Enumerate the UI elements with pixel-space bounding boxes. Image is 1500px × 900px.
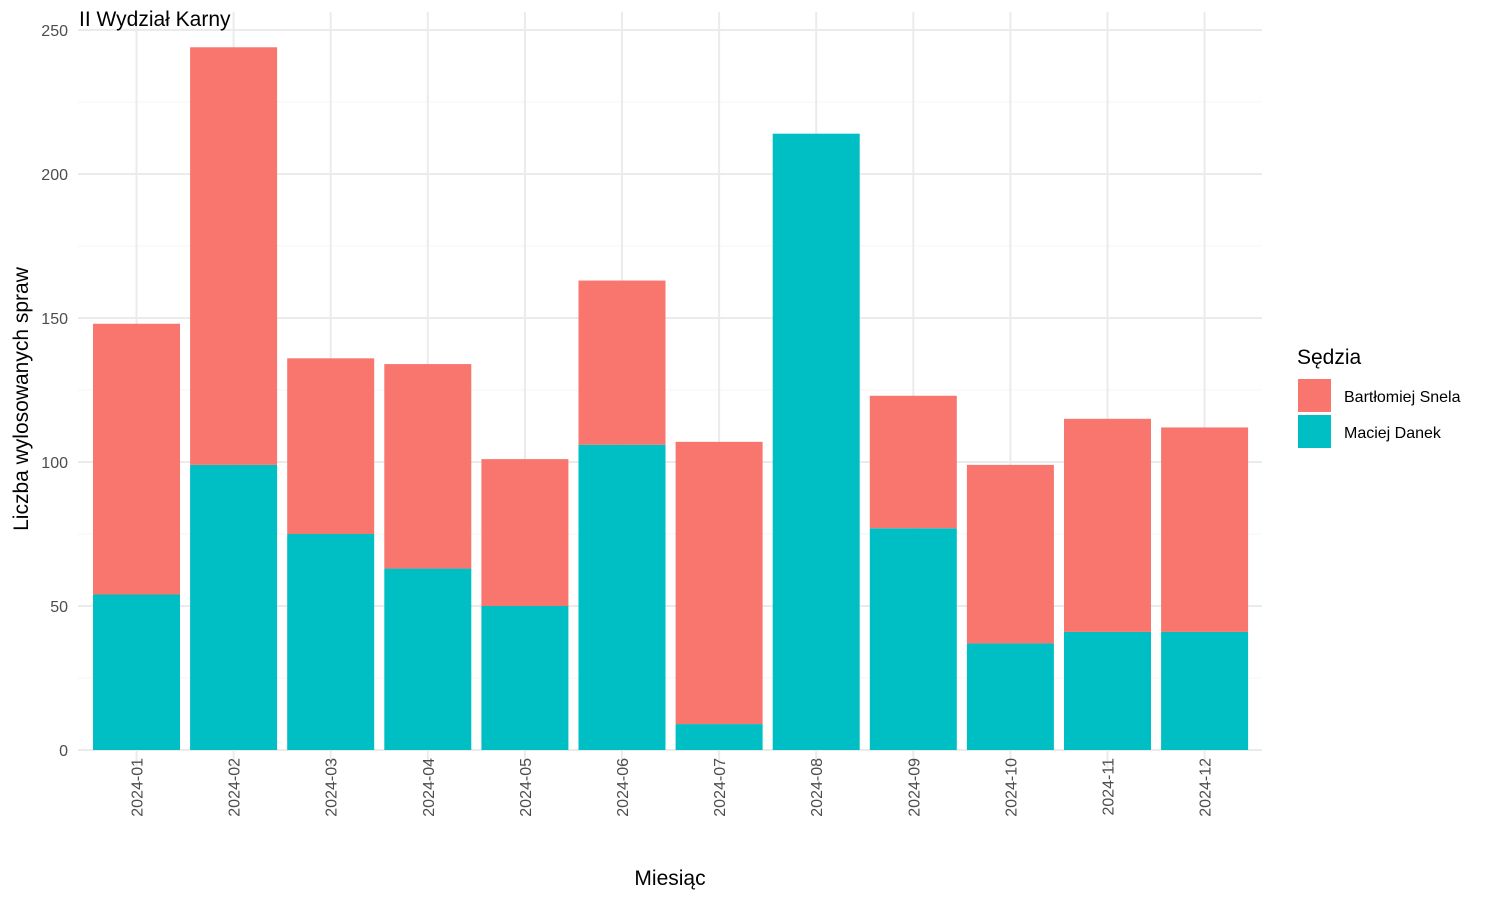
y-axis-ticks: 0 50 100 150 200 250 bbox=[41, 23, 68, 760]
legend-label: Maciej Danek bbox=[1344, 425, 1442, 442]
x-tick-label: 2024-06 bbox=[615, 758, 632, 817]
x-tick-label: 2024-01 bbox=[130, 758, 147, 817]
x-tick-label: 2024-04 bbox=[421, 758, 438, 817]
bar-segment bbox=[481, 606, 569, 750]
bar-segment bbox=[675, 441, 763, 725]
x-axis-ticks: 2024-01 2024-02 2024-03 2024-04 2024-05 2024-… bbox=[130, 758, 1215, 817]
bar-segment bbox=[966, 464, 1054, 644]
bar-segment bbox=[675, 724, 763, 750]
bar-segment bbox=[190, 464, 278, 750]
bar-segment bbox=[287, 358, 375, 534]
y-tick-label: 50 bbox=[50, 599, 68, 616]
bar-segment bbox=[384, 364, 472, 569]
chart-title: II Wydział Karny bbox=[79, 8, 231, 31]
bar-segment bbox=[578, 280, 666, 445]
bar-segment bbox=[772, 133, 860, 750]
legend-title: Sędzia bbox=[1297, 346, 1362, 369]
bar-segment bbox=[1064, 418, 1151, 632]
x-tick-label: 2024-05 bbox=[518, 758, 535, 817]
bar-segment bbox=[384, 568, 472, 750]
legend-key bbox=[1298, 415, 1331, 448]
bar-segment bbox=[287, 534, 375, 750]
bar-segment bbox=[190, 47, 278, 465]
x-tick-label: 2024-07 bbox=[712, 758, 729, 817]
x-tick-label: 2024-10 bbox=[1003, 758, 1020, 817]
y-tick-label: 0 bbox=[59, 743, 68, 760]
bar-segment bbox=[481, 459, 569, 606]
x-tick-label: 2024-09 bbox=[906, 758, 923, 817]
y-tick-label: 150 bbox=[41, 311, 68, 328]
y-tick-label: 200 bbox=[41, 167, 68, 184]
x-tick-label: 2024-12 bbox=[1198, 758, 1215, 817]
x-tick-label: 2024-08 bbox=[809, 758, 826, 817]
legend-label: Bartłomiej Snela bbox=[1344, 389, 1461, 406]
legend: Sędzia Bartłomiej Snela Maciej Danek bbox=[1297, 346, 1461, 448]
bar-segment bbox=[966, 643, 1054, 750]
legend-key bbox=[1298, 379, 1331, 412]
bar-segment bbox=[869, 395, 957, 529]
y-tick-label: 100 bbox=[41, 455, 68, 472]
bar-segment bbox=[1064, 631, 1151, 750]
x-tick-label: 2024-02 bbox=[227, 758, 244, 817]
bar-segment bbox=[578, 444, 666, 750]
bar-segment bbox=[1161, 631, 1249, 750]
y-tick-label: 250 bbox=[41, 23, 68, 40]
bar-segment bbox=[869, 528, 957, 750]
bar-segment bbox=[93, 323, 180, 595]
x-tick-label: 2024-11 bbox=[1101, 758, 1118, 816]
x-axis-title: Miesiąc bbox=[634, 867, 705, 890]
bar-segment bbox=[1161, 427, 1249, 632]
bar-segment bbox=[93, 594, 180, 750]
y-axis-title: Liczba wylosowanych spraw bbox=[10, 266, 33, 531]
x-tick-label: 2024-03 bbox=[324, 758, 341, 817]
bars bbox=[93, 47, 1249, 750]
